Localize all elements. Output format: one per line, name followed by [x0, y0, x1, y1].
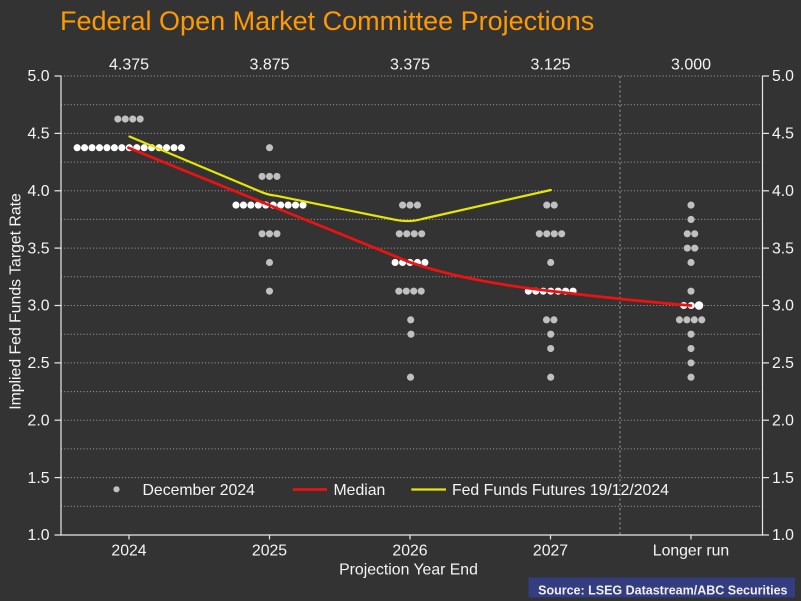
svg-text:December 2024: December 2024	[143, 482, 256, 499]
svg-text:1.0: 1.0	[772, 527, 794, 544]
svg-text:3.5: 3.5	[28, 240, 50, 257]
svg-text:4.0: 4.0	[28, 183, 50, 200]
svg-text:3.0: 3.0	[772, 298, 794, 315]
svg-text:2024: 2024	[111, 542, 146, 559]
svg-text:Longer run: Longer run	[653, 542, 729, 559]
svg-text:4.5: 4.5	[28, 126, 50, 143]
svg-text:3.875: 3.875	[249, 57, 289, 74]
svg-text:Fed Funds Futures 19/12/2024: Fed Funds Futures 19/12/2024	[452, 482, 669, 499]
svg-text:Projection Year End: Projection Year End	[339, 562, 478, 579]
svg-text:2.5: 2.5	[28, 355, 50, 372]
svg-text:5.0: 5.0	[28, 68, 50, 85]
svg-text:5.0: 5.0	[772, 68, 794, 85]
svg-text:Federal Open Market Committee: Federal Open Market Committee Projection…	[60, 6, 594, 36]
svg-text:2.5: 2.5	[772, 355, 794, 372]
svg-text:2027: 2027	[533, 542, 568, 559]
svg-text:4.375: 4.375	[109, 57, 149, 74]
svg-text:1.0: 1.0	[28, 527, 50, 544]
svg-text:Implied Fed Funds Target Rate: Implied Fed Funds Target Rate	[8, 193, 25, 410]
svg-text:3.125: 3.125	[530, 57, 570, 74]
svg-text:4.0: 4.0	[772, 183, 794, 200]
svg-text:3.0: 3.0	[28, 298, 50, 315]
svg-text:3.5: 3.5	[772, 240, 794, 257]
svg-text:1.5: 1.5	[28, 470, 50, 487]
svg-text:4.5: 4.5	[772, 126, 794, 143]
svg-text:2025: 2025	[252, 542, 287, 559]
svg-text:3.375: 3.375	[390, 57, 430, 74]
svg-text:2.0: 2.0	[28, 412, 50, 429]
svg-text:3.000: 3.000	[671, 57, 711, 74]
svg-text:2.0: 2.0	[772, 412, 794, 429]
svg-text:Median: Median	[334, 482, 386, 499]
svg-text:2026: 2026	[392, 542, 427, 559]
svg-text:1.5: 1.5	[772, 470, 794, 487]
svg-text:Source: LSEG Datastream/ABC Se: Source: LSEG Datastream/ABC Securities	[538, 584, 787, 598]
